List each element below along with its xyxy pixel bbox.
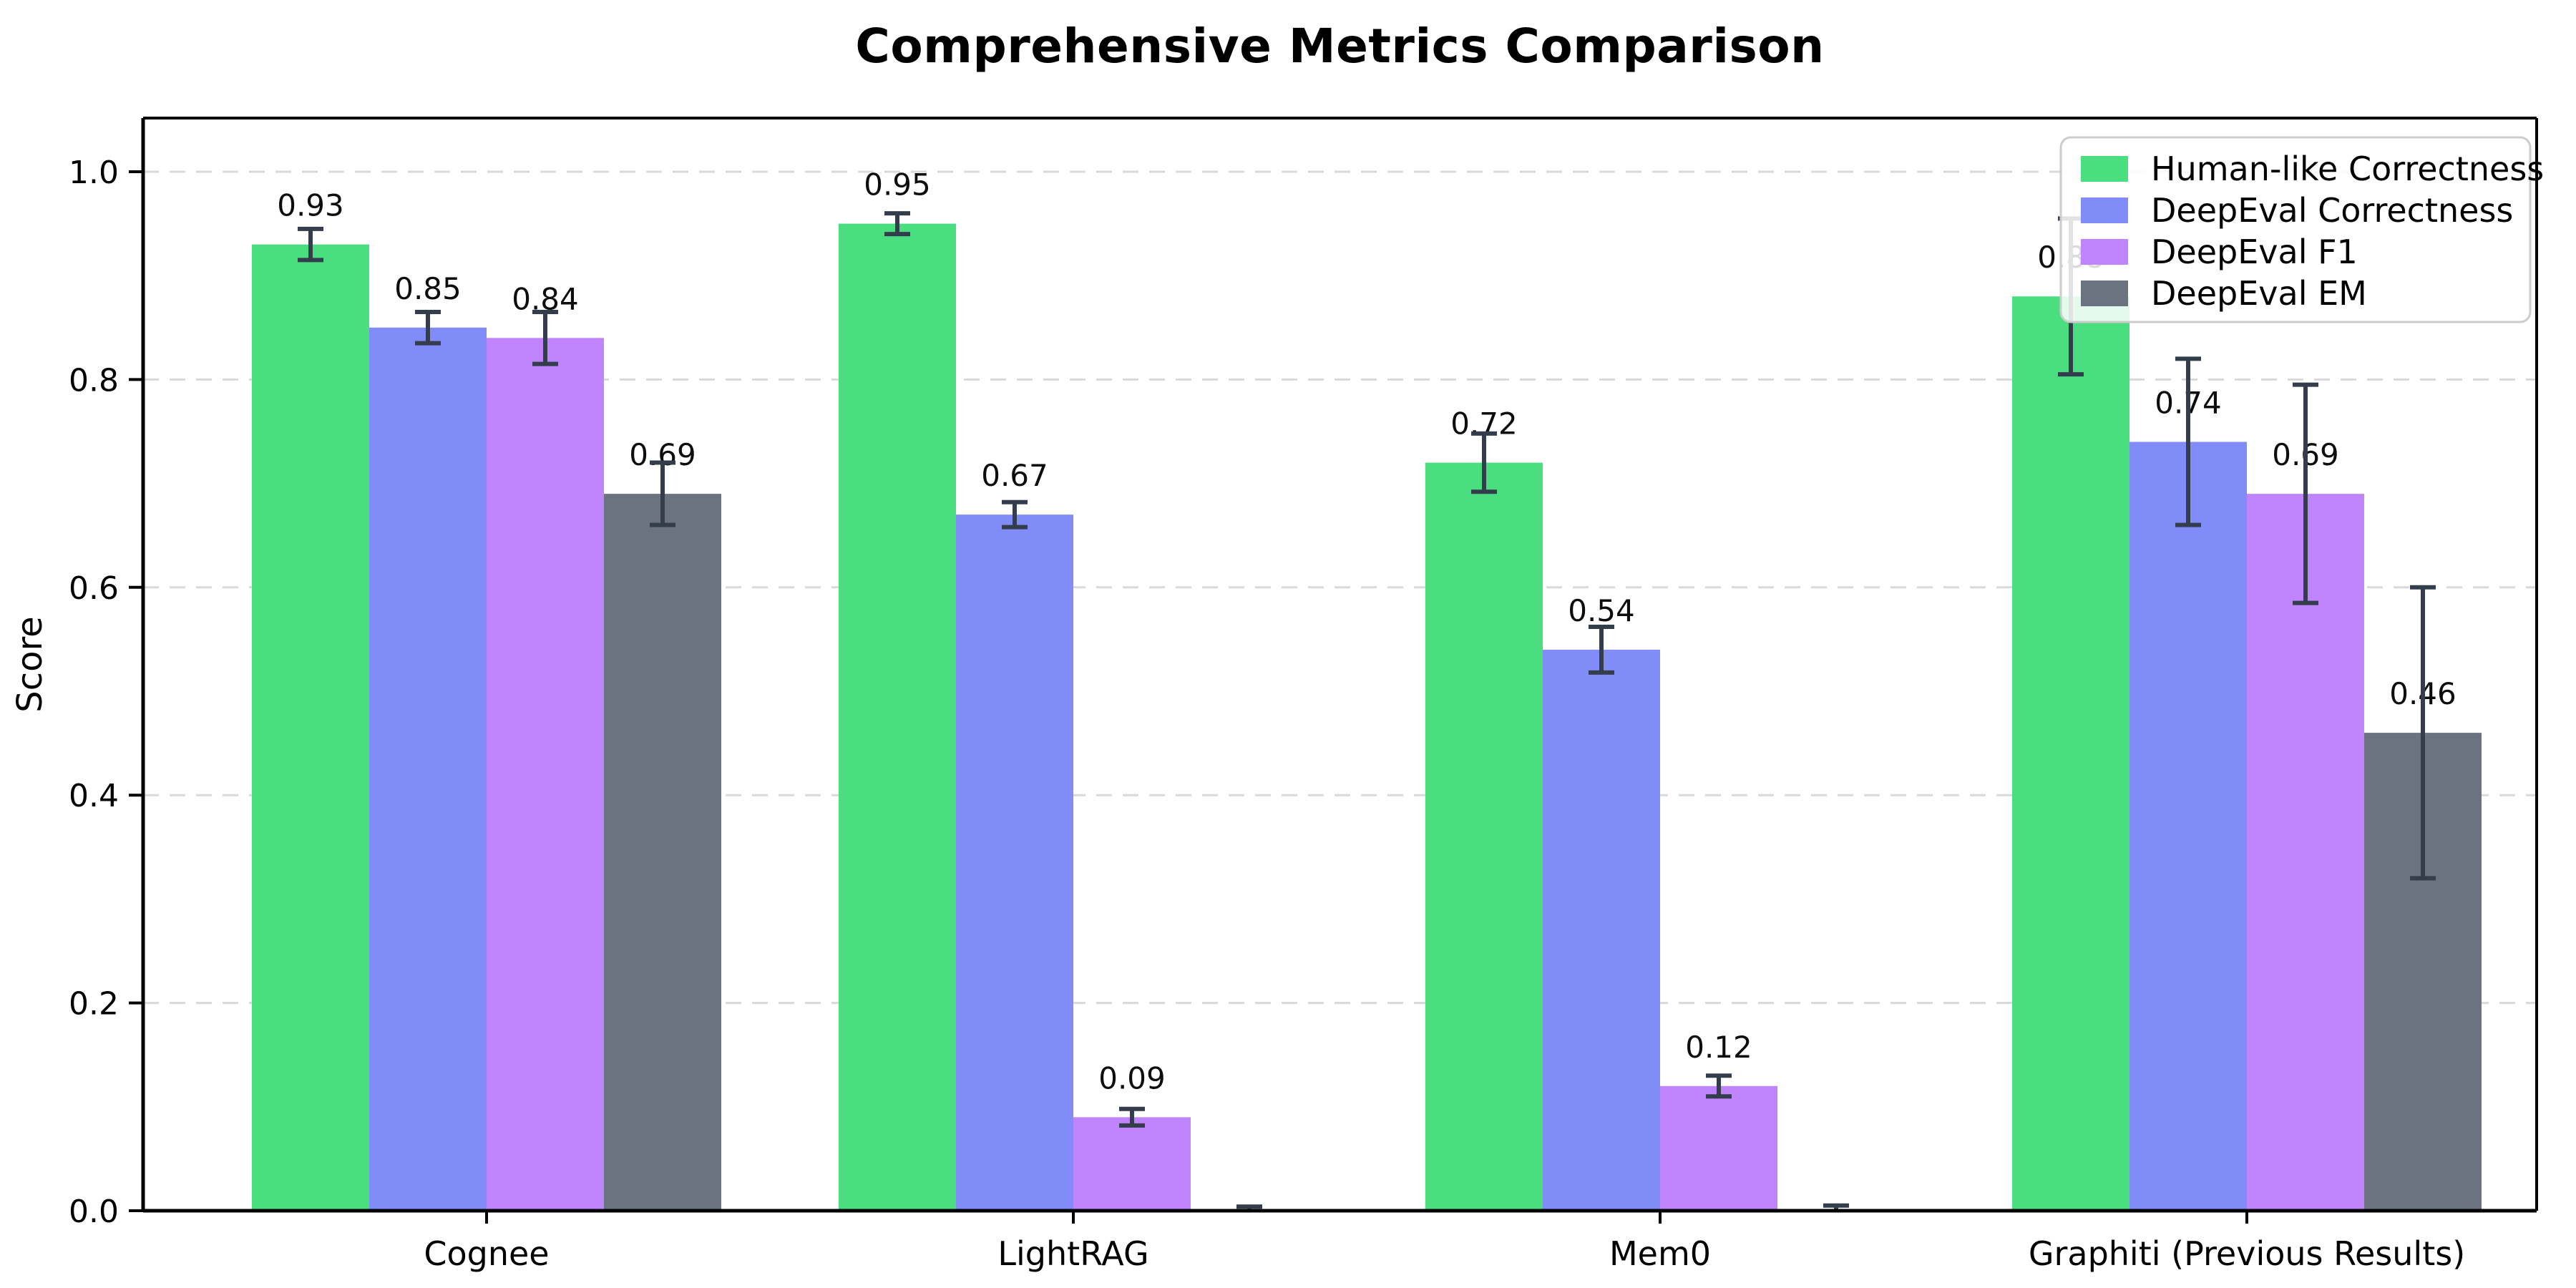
y-tick-label-0.8: 0.8 — [69, 362, 119, 399]
x-tick-label-mem0: Mem0 — [1609, 1234, 1711, 1273]
legend-label-deepeval-correctness: DeepEval Correctness — [2151, 191, 2513, 230]
legend-label-deepeval-em: DeepEval EM — [2151, 274, 2367, 313]
bar-lightrag-human-like-correctness — [839, 223, 956, 1211]
bar-mem0-deepeval-f1 — [1660, 1085, 1777, 1211]
bar-label-mem0-deepeval-correctness: 0.54 — [1568, 593, 1635, 628]
y-tick-label-0.0: 0.0 — [69, 1194, 119, 1230]
legend-box — [2059, 136, 2532, 323]
bar-label-cognee-deepeval-correctness: 0.85 — [394, 271, 462, 306]
legend-swatch-deepeval-em — [2081, 280, 2128, 306]
legend-label-human-like-correctness: Human-like Correctness — [2151, 150, 2544, 188]
x-tick-label-graphiti-previous-results: Graphiti (Previous Results) — [2029, 1234, 2465, 1273]
y-axis-label: Score — [10, 616, 50, 712]
y-tick-label-0.6: 0.6 — [69, 570, 119, 607]
bar-graphiti-previous-results-human-like-correctness — [2012, 296, 2129, 1211]
y-tick-label-0.4: 0.4 — [69, 778, 119, 814]
bar-cognee-deepeval-f1 — [487, 338, 604, 1211]
bar-label-lightrag-deepeval-f1: 0.09 — [1098, 1060, 1166, 1096]
bar-label-mem0-deepeval-f1: 0.12 — [1685, 1030, 1752, 1065]
legend-swatch-deepeval-f1 — [2081, 239, 2128, 265]
legend-swatch-deepeval-correctness — [2081, 197, 2128, 223]
bar-cognee-human-like-correctness — [252, 244, 369, 1211]
bar-label-cognee-human-like-correctness: 0.93 — [277, 188, 344, 223]
bar-label-lightrag-deepeval-correctness: 0.67 — [981, 458, 1048, 493]
bar-cognee-deepeval-correctness — [369, 327, 487, 1211]
legend-swatch-human-like-correctness — [2081, 156, 2128, 182]
bar-lightrag-deepeval-correctness — [956, 514, 1073, 1211]
bar-mem0-deepeval-correctness — [1543, 649, 1660, 1211]
bar-mem0-human-like-correctness — [1425, 462, 1543, 1211]
x-tick-label-cognee: Cognee — [424, 1234, 549, 1273]
bar-lightrag-deepeval-f1 — [1073, 1117, 1191, 1211]
bar-graphiti-previous-results-deepeval-correctness — [2129, 441, 2247, 1211]
bar-cognee-deepeval-em — [604, 494, 721, 1211]
legend-label-deepeval-f1: DeepEval F1 — [2151, 233, 2358, 271]
chart-title: Comprehensive Metrics Comparison — [855, 19, 1825, 74]
bar-graphiti-previous-results-deepeval-f1 — [2247, 494, 2364, 1211]
bar-label-lightrag-human-like-correctness: 0.95 — [864, 167, 931, 203]
y-tick-label-0.2: 0.2 — [69, 986, 119, 1023]
x-tick-label-lightrag: LightRAG — [997, 1234, 1148, 1273]
y-tick-label-1.0: 1.0 — [69, 155, 119, 191]
